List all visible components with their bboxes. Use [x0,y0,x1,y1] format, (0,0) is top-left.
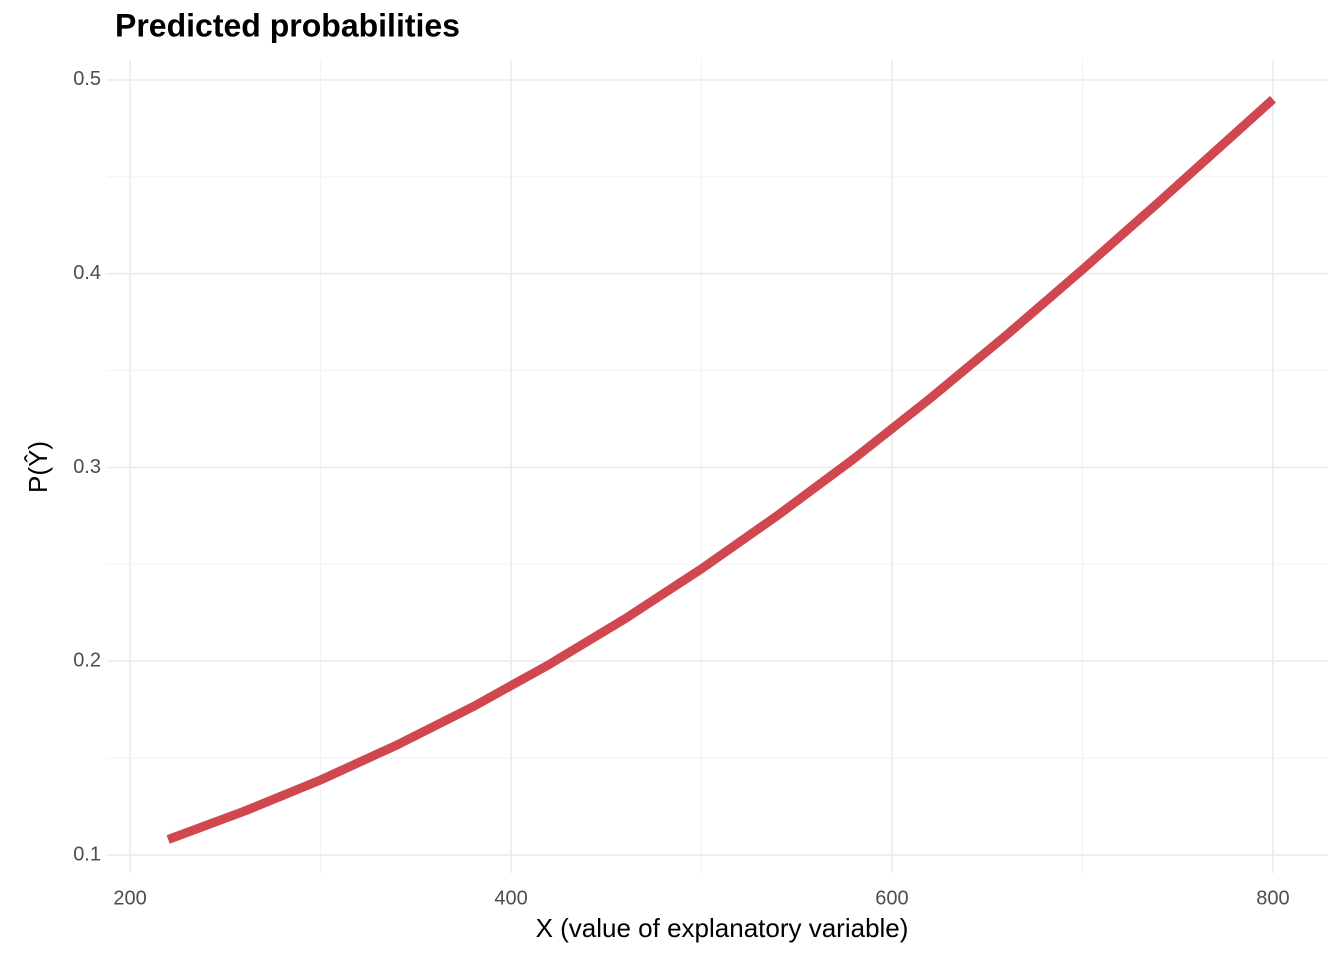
y-tick-label: 0.2 [73,650,101,672]
y-tick-label: 0.1 [73,843,101,865]
y-axis-label: P(Ŷ) [23,441,53,493]
x-axis-label: X (value of explanatory variable) [536,913,909,943]
x-tick-label: 200 [113,887,146,909]
chart-title: Predicted probabilities [115,7,460,43]
x-tick-label: 400 [494,887,527,909]
x-tick-label: 600 [875,887,908,909]
x-tick-label: 800 [1256,887,1289,909]
y-tick-label: 0.4 [73,262,101,284]
y-tick-label: 0.5 [73,68,101,90]
y-tick-label: 0.3 [73,456,101,478]
line [166,95,1276,844]
